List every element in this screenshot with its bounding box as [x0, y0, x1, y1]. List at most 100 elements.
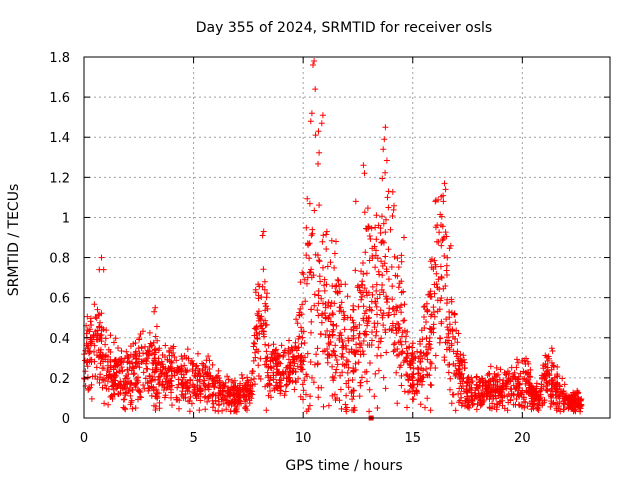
data-point	[387, 226, 394, 233]
data-point	[274, 363, 281, 370]
data-point	[173, 396, 180, 403]
data-point	[350, 327, 357, 334]
data-point	[424, 372, 431, 379]
data-point	[267, 357, 274, 364]
data-point	[88, 322, 95, 328]
data-point	[421, 303, 428, 310]
data-point	[306, 402, 313, 409]
data-point	[385, 204, 392, 211]
data-point	[326, 341, 333, 348]
data-point	[255, 348, 262, 355]
data-point	[494, 378, 501, 385]
data-point	[447, 375, 454, 382]
data-point	[156, 399, 163, 406]
data-point	[574, 387, 581, 394]
data-point	[446, 308, 453, 315]
data-point	[249, 370, 255, 377]
data-point	[365, 289, 372, 296]
data-point	[455, 390, 462, 397]
data-point	[554, 364, 561, 370]
data-point	[93, 336, 100, 343]
data-point	[335, 277, 342, 284]
data-point	[154, 337, 161, 344]
data-point	[479, 387, 486, 393]
data-point	[473, 406, 480, 413]
data-point	[255, 308, 262, 315]
data-point	[140, 382, 147, 388]
data-point	[446, 245, 453, 252]
data-point	[538, 385, 545, 392]
data-point	[534, 404, 541, 411]
data-point	[529, 385, 536, 392]
data-point	[238, 371, 245, 378]
data-point	[95, 347, 102, 354]
data-point	[495, 386, 502, 392]
data-point	[398, 278, 405, 285]
data-point	[185, 398, 192, 405]
data-point	[85, 385, 92, 392]
data-point	[382, 229, 389, 236]
data-point	[316, 258, 323, 265]
data-point	[312, 86, 319, 93]
data-point	[299, 301, 306, 308]
data-point	[303, 224, 310, 231]
data-point	[373, 303, 380, 310]
data-point	[259, 232, 266, 239]
data-point	[118, 348, 125, 354]
data-point	[204, 384, 211, 391]
x-axis-label: GPS time / hours	[285, 458, 402, 474]
data-point	[168, 382, 175, 389]
data-point	[121, 396, 128, 403]
data-point	[237, 387, 244, 394]
data-point	[493, 364, 500, 371]
data-point	[374, 295, 381, 302]
data-point	[429, 256, 435, 263]
data-point	[364, 322, 371, 329]
data-point	[175, 376, 182, 383]
data-point	[238, 400, 244, 407]
data-point	[124, 375, 131, 382]
data-point	[556, 399, 563, 405]
data-point	[152, 407, 159, 413]
data-point	[261, 278, 268, 285]
data-point	[460, 352, 467, 359]
data-point	[377, 352, 384, 359]
data-point	[97, 332, 104, 339]
data-point	[100, 266, 107, 273]
data-point	[162, 365, 169, 372]
data-point	[394, 255, 401, 262]
data-point	[382, 253, 389, 260]
x-tick-label: 0	[80, 431, 88, 446]
data-point	[563, 395, 570, 402]
data-point	[345, 358, 352, 365]
data-point	[345, 384, 352, 391]
data-point	[105, 401, 112, 408]
data-point	[287, 349, 294, 356]
data-point	[280, 352, 287, 359]
data-point	[91, 301, 98, 308]
data-point	[326, 352, 333, 359]
data-point	[524, 358, 531, 365]
data-point	[452, 319, 459, 326]
data-point	[372, 300, 379, 306]
data-point	[444, 334, 450, 341]
data-point	[151, 369, 158, 376]
data-point	[153, 323, 160, 330]
data-point	[152, 355, 159, 362]
data-point	[99, 365, 106, 372]
data-point	[132, 381, 139, 388]
data-point	[267, 388, 273, 394]
data-point	[546, 372, 553, 378]
data-point	[415, 370, 422, 377]
data-point	[360, 271, 367, 277]
data-point	[96, 324, 102, 331]
data-point	[373, 236, 380, 243]
data-point	[263, 361, 270, 368]
data-point	[195, 393, 202, 400]
data-point	[550, 363, 557, 370]
data-point	[432, 198, 439, 205]
data-point	[395, 327, 402, 334]
data-point	[270, 369, 277, 376]
data-point	[455, 330, 462, 337]
data-point	[276, 383, 283, 389]
